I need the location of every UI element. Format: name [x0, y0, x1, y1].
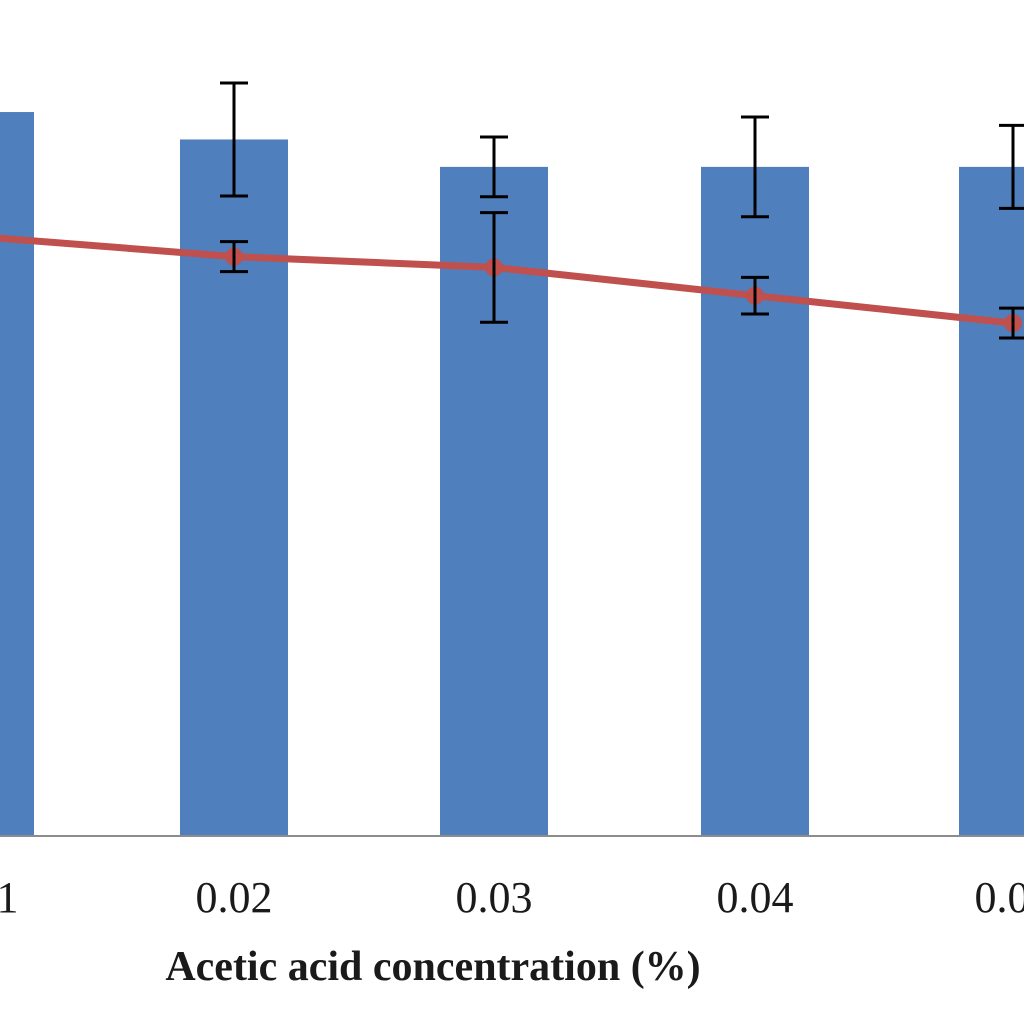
line-error-0.05 [999, 306, 1024, 340]
bar-0.04 [701, 166, 809, 836]
bar-series [0, 112, 1024, 836]
x-tick-label-0.04: 0.04 [717, 873, 794, 922]
bar-0.05 [959, 166, 1024, 836]
bar-0.01 [0, 112, 34, 835]
bar-error-0.05 [999, 123, 1024, 210]
line-error-bars [220, 211, 1024, 340]
x-tick-label-0.02: 0.02 [196, 873, 273, 922]
x-tick-label-0.03: 0.03 [456, 873, 533, 922]
bar-error-0.02 [220, 81, 248, 198]
bar-error-bars [220, 81, 1024, 219]
line-error-0.02 [220, 240, 248, 274]
x-axis-title: Acetic acid concentration (%) [165, 944, 700, 990]
bar-error-0.03 [480, 135, 508, 199]
line-error-0.03 [480, 211, 508, 324]
line-error-0.04 [741, 275, 769, 316]
x-tick-labels: 0.01 0.02 0.03 0.04 0.05 [0, 873, 1024, 922]
bar-error-0.04 [741, 115, 769, 219]
x-tick-label-0.01: 0.01 [0, 873, 19, 922]
x-tick-label-0.05: 0.05 [975, 873, 1024, 922]
